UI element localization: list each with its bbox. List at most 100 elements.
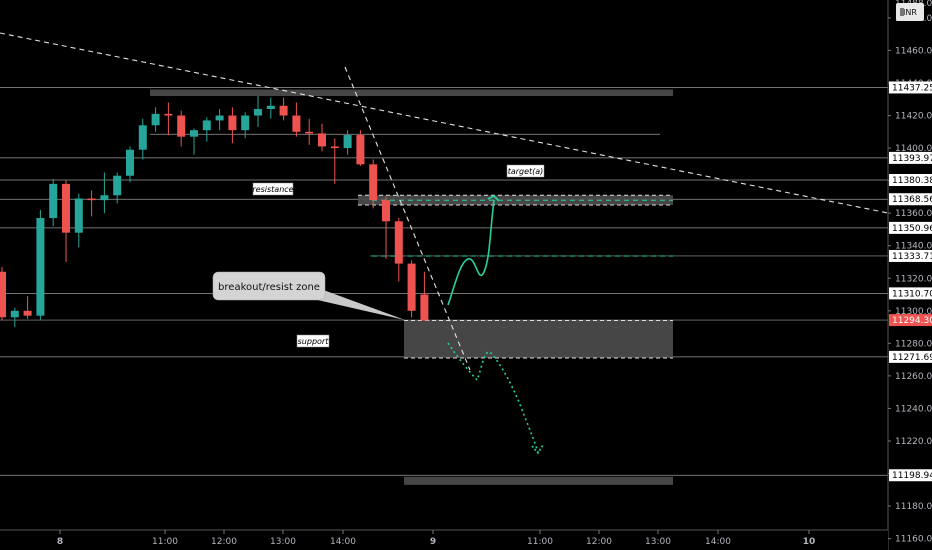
- currency-badge: [896, 3, 924, 21]
- price-tag-label: 11380.38: [892, 176, 932, 186]
- price-axis: 11160.0011180.0011200.0011220.0011240.00…: [887, 0, 932, 550]
- candle-body: [254, 109, 262, 116]
- time-tick-label: 14:00: [330, 537, 356, 547]
- price-tag-bg: [889, 249, 932, 262]
- candle-body: [126, 149, 134, 176]
- candle-body: [202, 120, 211, 131]
- candle-body: [190, 130, 198, 137]
- target-label-bg: [506, 164, 545, 178]
- candle-body: [356, 135, 365, 165]
- price-tag-label: 11350.96: [892, 224, 932, 234]
- price-tag-bg: [889, 81, 932, 94]
- price-tag-label: 11198.94: [892, 471, 932, 481]
- price-tag-bg: [889, 221, 932, 234]
- candle-body: [330, 146, 339, 149]
- price-tick-label: 11420.00: [895, 112, 932, 122]
- price-tag-bg: [889, 314, 932, 327]
- time-tick-label: 12:00: [211, 537, 237, 547]
- time-tick-label: 11:00: [152, 537, 178, 547]
- candle-body: [10, 310, 19, 318]
- price-tick-label: 11320.00: [895, 274, 932, 284]
- time-tick-label: 8: [57, 537, 63, 547]
- candle-body: [420, 294, 429, 321]
- time-tick-label: 14:00: [705, 537, 731, 547]
- price-tick-label: 11280.00: [895, 339, 932, 349]
- candle-body: [113, 175, 122, 196]
- price-tick-label: 11220.00: [895, 437, 932, 447]
- candle-body: [382, 200, 390, 222]
- price-tag-bg: [889, 287, 932, 300]
- trend-lines: [0, 32, 889, 371]
- time-tick-label: 9: [430, 537, 436, 547]
- target-label: target(a): [508, 167, 544, 176]
- candle-body: [138, 125, 147, 150]
- forecast-arrow-down: [531, 444, 544, 455]
- candle-body: [228, 115, 237, 131]
- candle-body: [343, 135, 352, 149]
- time-axis-bg: [0, 530, 888, 550]
- time-tick-label: 10: [803, 537, 816, 547]
- candle-body: [266, 105, 275, 110]
- price-zone: [404, 476, 673, 485]
- price-tag-label: 11271.69: [892, 353, 932, 363]
- price-tag-label: 11294.30: [892, 316, 932, 326]
- price-tick-label: 11160.00: [895, 535, 932, 545]
- resistance-label: resistance: [252, 185, 293, 194]
- price-tag-bg: [889, 469, 932, 482]
- candle-body: [23, 310, 32, 316]
- candle-body: [369, 164, 378, 201]
- bullish-forecast-path: [447, 199, 495, 306]
- callout-text: breakout/resist zone: [218, 282, 320, 293]
- time-tick-label: 13:00: [645, 537, 671, 547]
- price-zone: [404, 320, 673, 358]
- currency-icon: [900, 8, 904, 16]
- time-tick-label: 13:00: [270, 537, 296, 547]
- price-tag-label: 11333.71: [892, 252, 932, 262]
- support-label: support: [298, 337, 330, 346]
- candle-body: [87, 198, 96, 201]
- price-tag-bg: [889, 193, 932, 206]
- price-tag-label: 11437.25: [892, 83, 932, 93]
- price-tag-label: 11393.97: [892, 154, 932, 164]
- candle-body: [49, 183, 58, 219]
- callout-box: [212, 271, 326, 301]
- price-tick-label: 11340.00: [895, 242, 932, 252]
- price-tick-label: 11180.00: [895, 502, 932, 512]
- price-tick-label: 11360.00: [895, 209, 932, 219]
- price-tag-label: 11310.70: [892, 289, 932, 299]
- trend-line-descending: [0, 32, 889, 214]
- price-tick-label: 11260.00: [895, 372, 932, 382]
- trend-line-steep: [344, 66, 471, 371]
- candle-body: [151, 113, 160, 126]
- price-zone: [358, 195, 673, 206]
- support-label-bg: [296, 334, 330, 348]
- candle-body: [0, 271, 6, 318]
- candle-body: [215, 115, 224, 121]
- candle-body: [74, 198, 83, 233]
- price-tag-bg: [889, 174, 932, 187]
- price-tick-label: 11400.00: [895, 144, 932, 154]
- candle-body: [164, 113, 173, 116]
- price-tick-label: 11460.00: [895, 46, 932, 56]
- candle-body: [241, 115, 250, 131]
- candle-body: [394, 221, 403, 264]
- horizontal-levels: [0, 87, 888, 476]
- candle-body: [36, 218, 45, 316]
- price-tick-label: 11240.00: [895, 404, 932, 414]
- candle-body: [292, 115, 301, 132]
- candle-body: [318, 133, 326, 147]
- candle-body: [177, 115, 186, 137]
- currency-label: INR: [903, 8, 917, 17]
- bearish-forecast-path: [447, 342, 539, 453]
- forecast-paths: [447, 195, 544, 455]
- price-zones: [150, 89, 673, 485]
- time-tick-label: 11:00: [527, 537, 553, 547]
- candle-body: [279, 105, 288, 116]
- candle-body: [62, 183, 70, 233]
- price-zone: [150, 89, 673, 97]
- price-tag-bg: [889, 151, 932, 164]
- time-tick-label: 12:00: [586, 537, 612, 547]
- price-tick-label: 11300.00: [895, 307, 932, 317]
- candle-body: [305, 131, 314, 134]
